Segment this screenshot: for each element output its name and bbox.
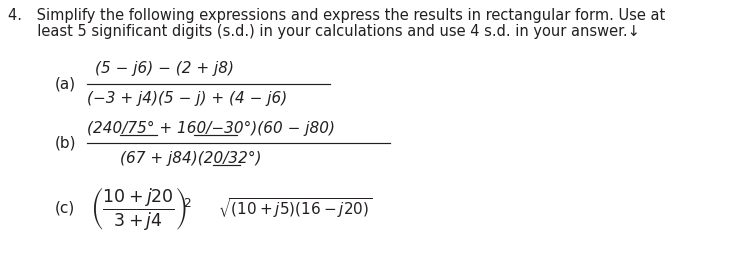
Text: $\sqrt{(10+j5)(16-j20)}$: $\sqrt{(10+j5)(16-j20)}$ xyxy=(218,196,373,220)
Text: (−3 + j4)(5 − j) + (4 − j6): (−3 + j4)(5 − j) + (4 − j6) xyxy=(87,92,287,106)
Text: (240/75° + 160/−30°)(60 − j80): (240/75° + 160/−30°)(60 − j80) xyxy=(87,120,335,136)
Text: (67 + j84)(20/32°): (67 + j84)(20/32°) xyxy=(120,150,262,165)
Text: $\left(\dfrac{10+j20}{3+j4}\right)^{\!\!2}$: $\left(\dfrac{10+j20}{3+j4}\right)^{\!\!… xyxy=(90,185,192,232)
Text: (5 − j6) − (2 + j8): (5 − j6) − (2 + j8) xyxy=(95,62,234,76)
Text: (a): (a) xyxy=(55,76,76,92)
Text: least 5 significant digits (s.d.) in your calculations and use 4 s.d. in your an: least 5 significant digits (s.d.) in you… xyxy=(8,24,640,39)
Text: 4. Simplify the following expressions and express the results in rectangular for: 4. Simplify the following expressions an… xyxy=(8,8,665,23)
Text: (c): (c) xyxy=(55,200,76,216)
Text: (b): (b) xyxy=(55,136,76,151)
